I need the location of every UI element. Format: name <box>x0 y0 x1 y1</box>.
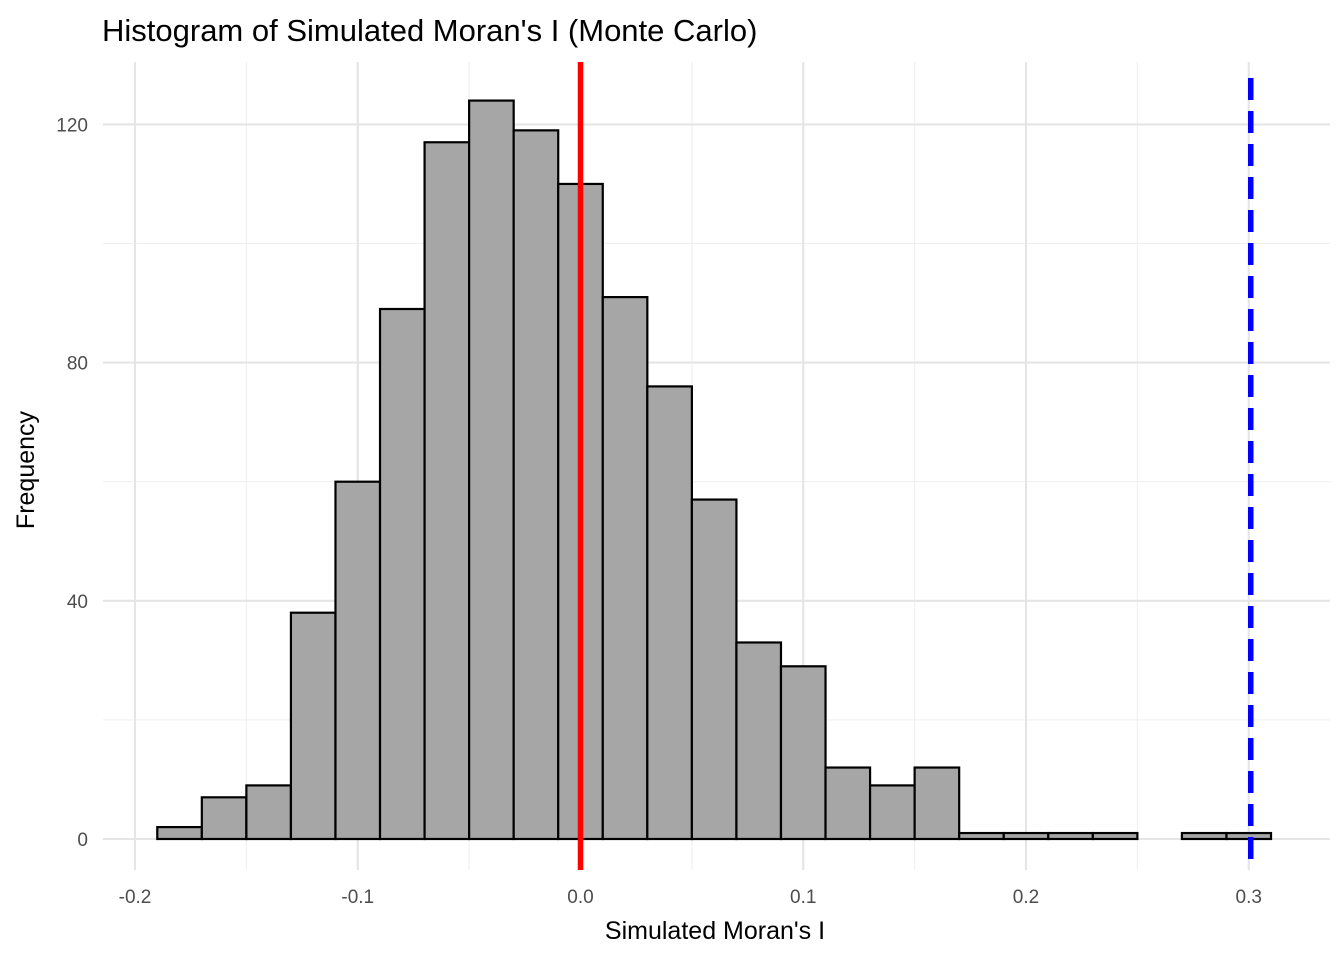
x-tick-label: 0.3 <box>1236 887 1262 908</box>
histogram-bar <box>1002 831 1050 841</box>
x-tick-label: 0.0 <box>567 887 593 908</box>
y-tick-label: 120 <box>56 115 88 136</box>
tick-labels-layer: -0.2 -0.1 0.0 0.1 0.2 0.3 0 40 80 120 <box>56 115 1262 908</box>
histogram-bar <box>334 480 382 841</box>
histogram-bar <box>690 498 738 841</box>
y-tick-label: 40 <box>67 592 88 613</box>
histogram-bar <box>1091 831 1139 841</box>
histogram-bar <box>378 307 426 841</box>
histogram-bar <box>779 665 827 841</box>
y-axis-title: Frequency <box>12 410 40 529</box>
chart-title: Histogram of Simulated Moran's I (Monte … <box>102 13 757 48</box>
histogram-bar <box>468 99 515 841</box>
histogram-bar <box>200 796 248 841</box>
x-tick-label: 0.1 <box>790 887 816 908</box>
x-axis-title: Simulated Moran's I <box>605 917 825 945</box>
histogram-bar <box>245 784 293 841</box>
histogram-bar <box>913 766 961 841</box>
x-tick-label: -0.2 <box>119 887 152 908</box>
histogram-bar <box>824 766 872 841</box>
histogram-bar <box>601 295 649 841</box>
histogram-bar <box>735 641 783 841</box>
histogram-bar <box>423 141 471 841</box>
x-tick-label: 0.2 <box>1013 887 1039 908</box>
y-tick-label: 0 <box>77 830 88 851</box>
histogram-bar <box>958 831 1005 841</box>
histogram-bar <box>868 784 916 841</box>
y-tick-label: 80 <box>67 354 88 375</box>
histogram-bar <box>289 611 337 841</box>
reference-lines-layer <box>577 62 1254 870</box>
histogram-bar <box>1180 831 1228 841</box>
histogram-bar <box>1047 831 1094 841</box>
x-tick-label: -0.1 <box>341 887 374 908</box>
bars-layer <box>156 99 1273 841</box>
histogram-bar <box>646 385 693 841</box>
histogram-bar <box>156 825 203 841</box>
histogram-bar <box>512 129 560 841</box>
